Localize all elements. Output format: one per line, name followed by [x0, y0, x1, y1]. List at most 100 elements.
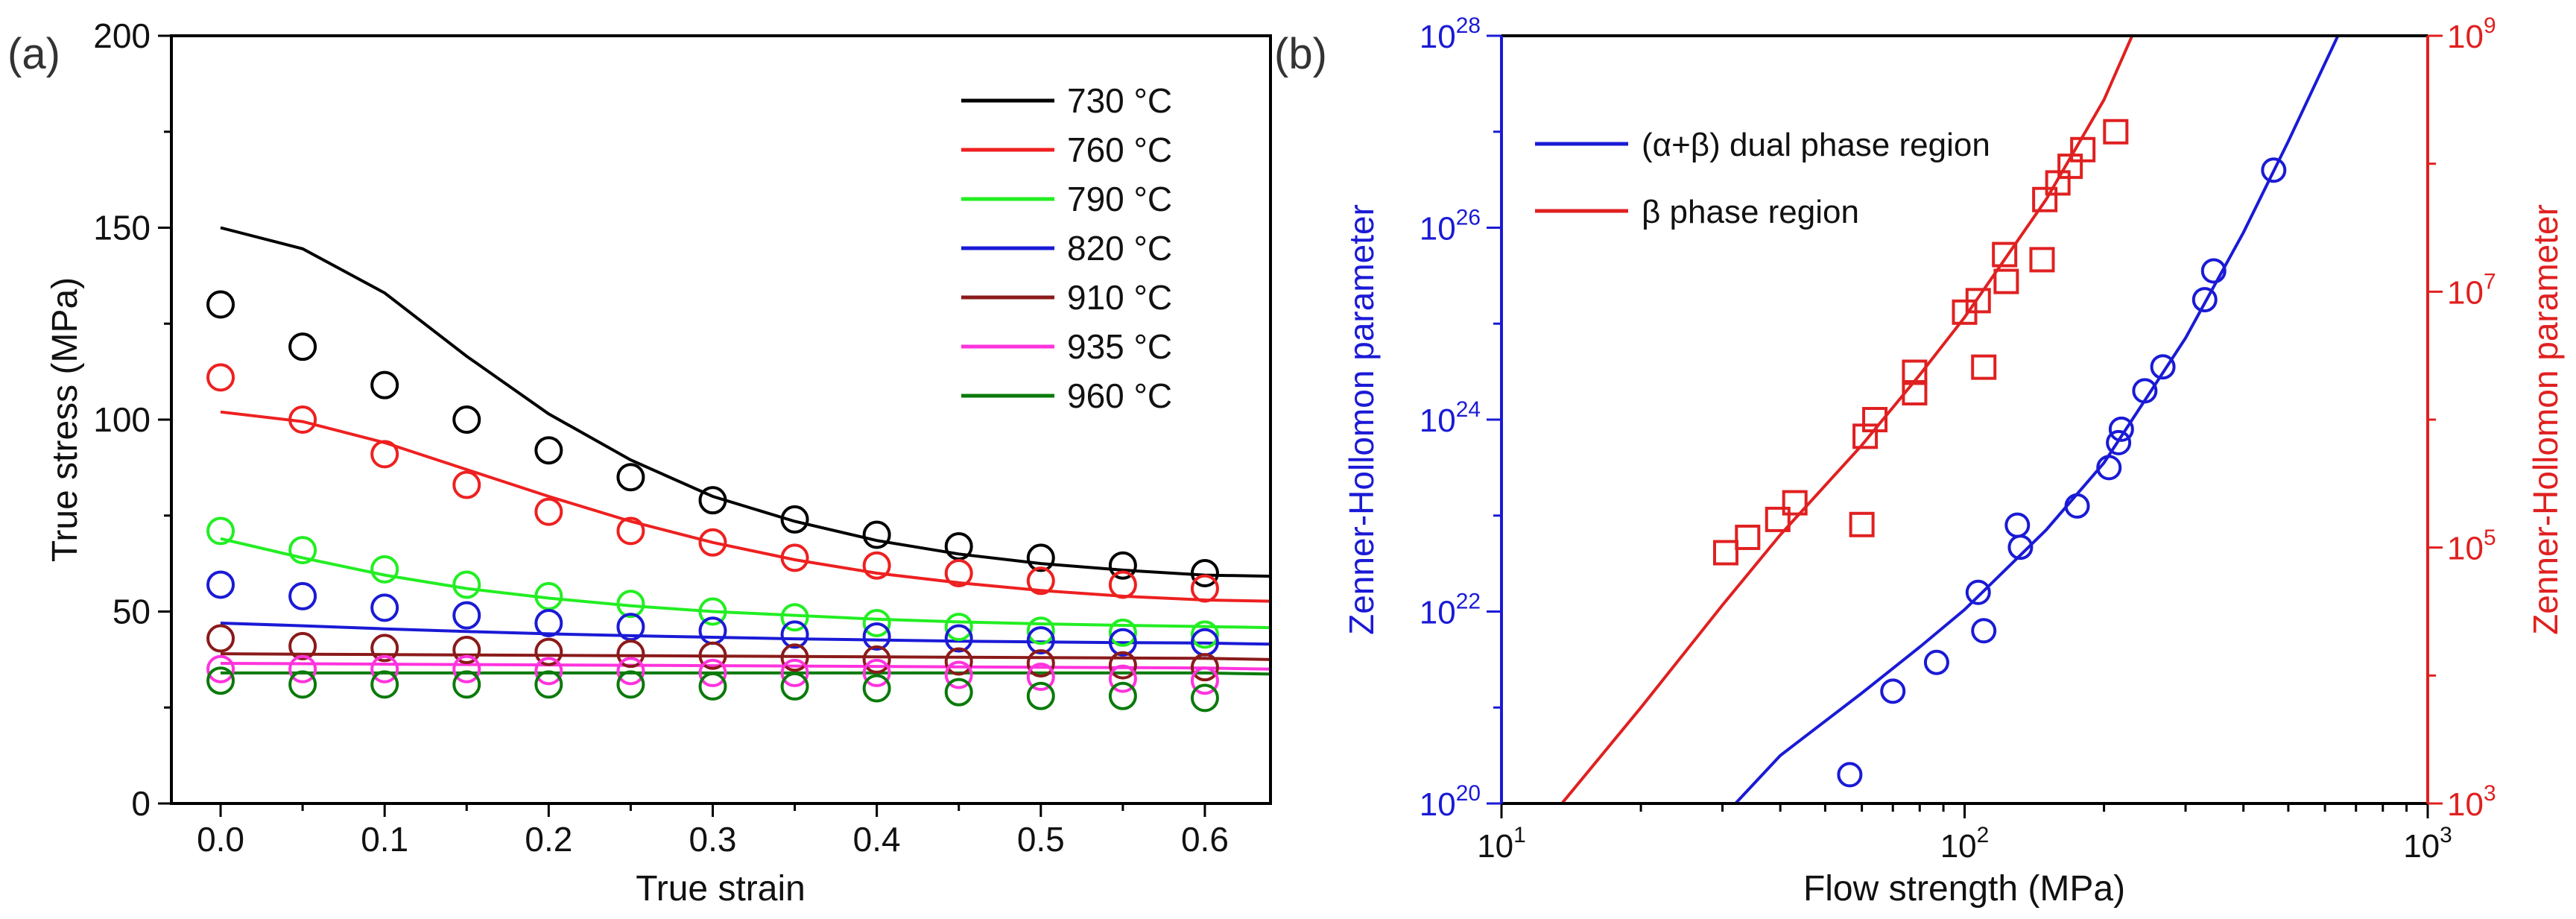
panel-a-data-point [698, 597, 727, 626]
panel-b-data-point [2007, 534, 2034, 560]
panel-a-data-point [206, 570, 235, 599]
panel-b-data-point [1993, 268, 2019, 294]
panel-a-x-tick-label: 0.2 [525, 820, 572, 859]
panel-b-data-point [2192, 287, 2218, 313]
panel-a-data-point [1190, 683, 1219, 713]
panel-a-plot-frame [170, 34, 1272, 805]
panel-a-data-point [698, 528, 727, 557]
panel-b-legend: (α+β) dual phase region β phase region [1535, 127, 1990, 230]
panel-b-fit-line [1734, 36, 2340, 803]
panel-b-x-tick-label: 101 [1477, 823, 1526, 865]
panel-a-data-point [370, 670, 399, 699]
panel-a-data-point [1026, 663, 1055, 692]
panel-a-data-point [1190, 620, 1219, 649]
panel-a-legend-label: 730 °C [1067, 81, 1172, 120]
panel-a-legend-label: 935 °C [1067, 327, 1172, 366]
panel-a-y-tick-label: 100 [93, 400, 151, 439]
panel-b-data-point [2261, 157, 2287, 183]
panel-b-right-y-tick-label: 107 [2447, 270, 2496, 312]
panel-b-label: (b) [1274, 30, 1327, 78]
panel-a-x-tick-label: 0.4 [853, 820, 901, 859]
panel-a-data-point [862, 674, 891, 703]
panel-a-x-tick-label: 0.0 [197, 820, 244, 859]
panel-b-right-y-axis-label: Zenner-Hollomon parameter [2526, 204, 2565, 635]
panel-a-x-axis-label: True strain [636, 869, 806, 909]
panel-a-data-point [1026, 566, 1055, 596]
panel-b-data-point [1837, 762, 1863, 788]
panel-a-data-point [452, 570, 481, 599]
panel-a-data-point [288, 631, 317, 660]
panel-a-data-point [1026, 543, 1055, 572]
panel-a-data-point [1108, 664, 1137, 693]
panel-a-data-point [206, 666, 235, 695]
panel-a-data-point [288, 405, 317, 434]
panel-a-x-tick-label: 0.5 [1017, 820, 1065, 859]
panel-b-fit-curves [1560, 36, 2340, 803]
panel-a-data-point [370, 593, 399, 622]
panel-b-x-axis-label: Flow strength (MPa) [1803, 869, 2125, 909]
panel-a-data-point [534, 497, 563, 526]
panel-a-data-point [206, 624, 235, 653]
panel-b-data-point [2096, 455, 2122, 481]
panel-a-data-point [780, 505, 809, 534]
panel-a-data-point [452, 405, 481, 434]
panel-a-data-markers [206, 290, 1219, 713]
panel-a-data-point [862, 608, 891, 637]
panel-a-data-point [1190, 666, 1219, 695]
panel-b-data-point [1902, 359, 1928, 385]
panel-a-data-point [862, 658, 891, 687]
panel-a-data-point [1026, 616, 1055, 645]
panel-a-y-tick-label: 200 [93, 16, 151, 55]
panel-a-data-point [862, 622, 891, 651]
panel-a-data-point [1190, 559, 1219, 587]
panel-a-data-point [780, 543, 809, 572]
panel-a-data-point [206, 517, 235, 546]
panel-a-data-point [288, 670, 317, 699]
panel-b-data-point [2070, 136, 2096, 162]
panel-a-fit-line [220, 537, 1271, 630]
panel-a-data-point [1026, 681, 1055, 710]
panel-a-data-point [616, 639, 645, 669]
panel-b-data-point [2029, 247, 2055, 273]
panel-b-data-point [1862, 407, 1888, 432]
panel-a-data-point [370, 370, 399, 400]
panel-a-data-point [534, 637, 563, 666]
panel-b-data-point [1971, 618, 1997, 644]
panel-b-data-point [1782, 490, 1808, 516]
panel-a-data-point [1190, 574, 1219, 603]
panel-a-data-point [944, 531, 973, 560]
panel-b-data-markers [1712, 119, 2287, 788]
panel-b-data-point [2004, 512, 2031, 538]
panel-a-legend: 730 °C 760 °C 790 °C 820 °C 910 °C 935 °C 960 … [961, 81, 1172, 415]
panel-b-left-y-tick-label: 1026 [1420, 206, 1481, 247]
panel-a-data-point [780, 620, 809, 649]
panel-b-data-point [1965, 288, 1991, 314]
panel-a-data-point [452, 601, 481, 630]
panel-a-data-point [534, 608, 563, 637]
panel-a-data-point [616, 463, 645, 492]
panel-a-data-point [1190, 653, 1219, 682]
panel-b-legend-label: (α+β) dual phase region [1642, 127, 1990, 163]
panel-b-data-point [1852, 423, 1879, 449]
panel-a-fit-line [221, 671, 1271, 676]
panel-a-data-point [452, 636, 481, 664]
panel-a-y-axis-label: True stress (MPa) [45, 277, 85, 562]
panel-a-data-point [862, 520, 891, 549]
panel-a-ticks: 0.0 0.1 0.2 0.3 0.4 0.5 0.6 0 50 100 150 200 [93, 16, 1229, 859]
panel-b-left-y-tick-label: 1020 [1420, 781, 1481, 823]
panel-b-zener-hollomon-vs-flow-strength: (b) 101 102 103102010221024102610281031051… [1274, 13, 2565, 909]
panel-b-data-point [2057, 154, 2083, 180]
panel-a-data-point [698, 672, 727, 701]
panel-a-data-point [534, 581, 563, 610]
panel-a-data-point [452, 654, 481, 683]
panel-a-data-point [452, 670, 481, 699]
panel-a-data-point [452, 470, 481, 499]
panel-b-data-point [2106, 429, 2132, 455]
panel-b-data-point [2200, 258, 2227, 284]
panel-a-data-point [288, 332, 317, 361]
panel-a-legend-label: 760 °C [1067, 130, 1172, 169]
panel-a-y-tick-label: 50 [113, 593, 151, 631]
panel-a-label: (a) [7, 30, 60, 78]
panel-a-data-point [780, 603, 809, 632]
panel-b-right-y-tick-label: 109 [2447, 13, 2496, 55]
